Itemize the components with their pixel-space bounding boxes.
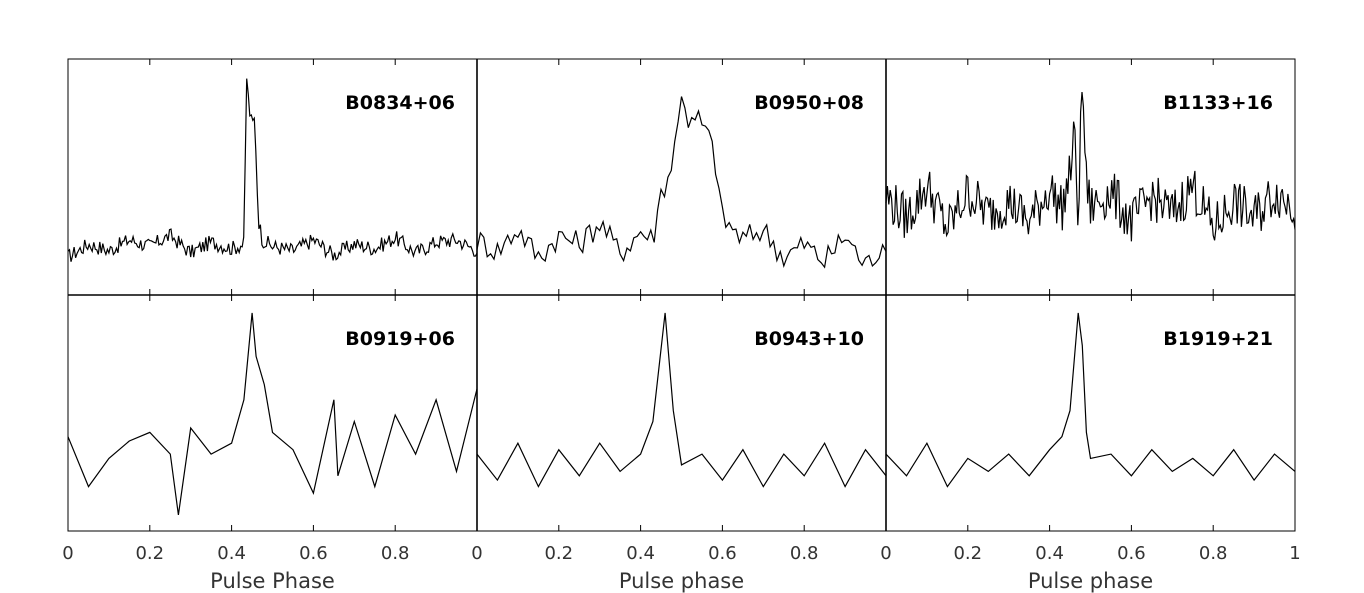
x-tick-label: 0 — [880, 543, 891, 564]
x-tick-label: 0.6 — [299, 543, 328, 564]
x-tick-label: 0.4 — [626, 543, 655, 564]
x-tick-label: 0.2 — [135, 543, 164, 564]
x-axis-label: Pulse phase — [1028, 569, 1153, 593]
x-tick-label: 0 — [62, 543, 73, 564]
x-tick-label: 0.8 — [790, 543, 819, 564]
x-tick-label: 0.6 — [1117, 543, 1146, 564]
x-tick-label: 0 — [471, 543, 482, 564]
pulse-profile-line-b1919p21 — [885, 312, 1296, 488]
frame-layer — [67, 58, 1296, 532]
pulse-profile-line-b0919p06 — [67, 312, 478, 515]
pulsar-name-label: B0950+08 — [754, 92, 864, 114]
pulsar-name-label: B0943+10 — [754, 328, 864, 350]
labels-layer: B0834+06 B0950+08 B1133+16 B0919+06 B0943+10… — [62, 92, 1300, 593]
panels-layer — [67, 78, 1296, 515]
pulse-profile-line-b0834p06 — [67, 78, 478, 262]
pulsar-name-label: B0919+06 — [345, 328, 455, 350]
x-tick-label: 0.8 — [1199, 543, 1228, 564]
x-axis-label: Pulse phase — [619, 569, 744, 593]
pulse-profile-line-b0943p10 — [476, 312, 887, 488]
pulse-profile-line-b0950p08 — [476, 96, 887, 269]
pulse-profile-line-b1133p16 — [885, 92, 1296, 242]
ticks-layer — [67, 59, 1296, 531]
x-tick-label: 0.8 — [381, 543, 410, 564]
x-tick-label: 0.2 — [953, 543, 982, 564]
x-tick-label: 1 — [1289, 543, 1300, 564]
pulsar-name-label: B0834+06 — [345, 92, 455, 114]
pulsar-name-label: B1919+21 — [1163, 328, 1273, 350]
x-tick-label: 0.2 — [544, 543, 573, 564]
x-tick-label: 0.4 — [217, 543, 246, 564]
pulsar-name-label: B1133+16 — [1163, 92, 1273, 114]
x-tick-label: 0.6 — [708, 543, 737, 564]
x-axis-label: Pulse Phase — [210, 569, 335, 593]
x-tick-label: 0.4 — [1035, 543, 1064, 564]
